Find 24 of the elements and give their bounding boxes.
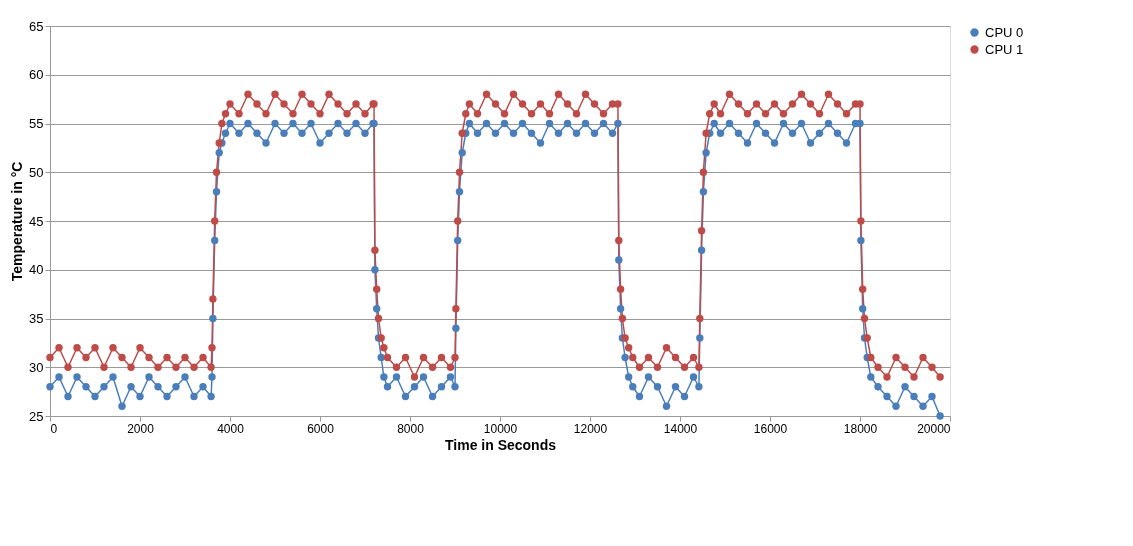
y-tick-label: 55: [29, 116, 44, 131]
x-tick-label: 16000: [753, 421, 788, 436]
legend-label: CPU 0: [985, 24, 1024, 40]
x-tick-label: 4000: [217, 421, 245, 436]
x-tick-label: 8000: [397, 421, 425, 436]
legend-label: CPU 1: [985, 41, 1024, 57]
y-axis-title: Temperature in °C: [9, 161, 26, 282]
y-tick-label: 40: [29, 262, 44, 278]
y-tick-label: 25: [29, 408, 44, 424]
x-tick-label: 10000: [483, 421, 518, 436]
x-tick-label: 12000: [573, 421, 608, 436]
x-tick-label: 2000: [127, 421, 155, 436]
y-tick-label: 50: [29, 164, 44, 180]
y-tick-label: 60: [29, 67, 44, 83]
x-tick-label: 14000: [663, 421, 698, 436]
y-tick-label: 30: [29, 359, 44, 375]
y-tick-label: 45: [29, 213, 44, 229]
y-tick-label: 35: [29, 311, 44, 326]
x-tick-label: 0: [50, 421, 58, 436]
y-tick-label: 65: [29, 18, 44, 34]
x-tick-label: 6000: [307, 421, 335, 436]
x-tick-label: 18000: [843, 421, 878, 436]
x-tick-label: 20000: [917, 421, 951, 436]
x-axis-title: Time in Seconds: [445, 436, 557, 453]
